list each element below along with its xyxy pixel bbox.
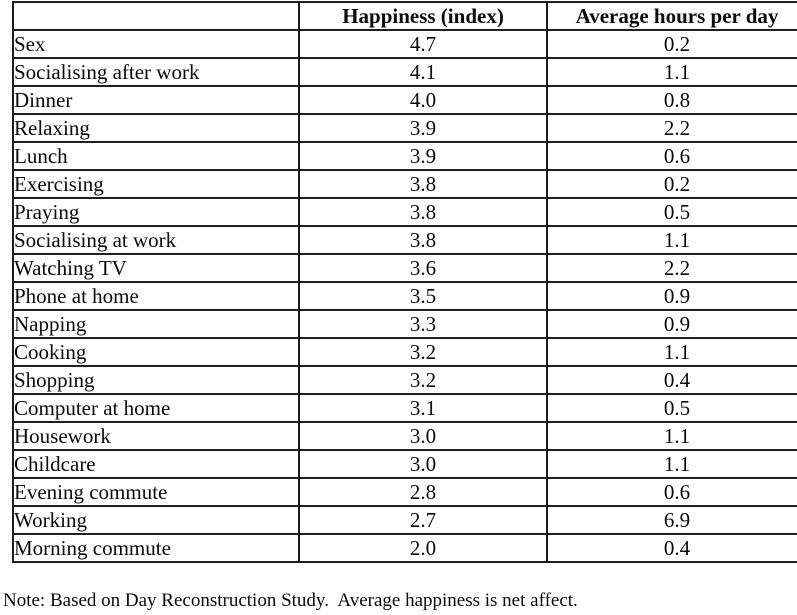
header-happiness-index: Happiness (index) (298, 1, 548, 31)
cell-hours: 6.9 (546, 505, 797, 535)
cell-activity: Relaxing (12, 113, 300, 143)
cell-activity: Exercising (12, 169, 300, 199)
table-row: Socialising at work 3.8 1.1 (12, 225, 797, 255)
cell-happiness: 3.9 (298, 141, 548, 171)
cell-hours: 0.8 (546, 85, 797, 115)
cell-hours: 0.6 (546, 141, 797, 171)
header-activity-blank (12, 1, 300, 31)
cell-activity: Dinner (12, 85, 300, 115)
cell-happiness: 3.8 (298, 197, 548, 227)
cell-happiness: 4.7 (298, 29, 548, 59)
table-row: Watching TV 3.6 2.2 (12, 253, 797, 283)
table-row: Computer at home 3.1 0.5 (12, 393, 797, 423)
cell-activity: Working (12, 505, 300, 535)
cell-happiness: 3.0 (298, 449, 548, 479)
table-row: Exercising 3.8 0.2 (12, 169, 797, 199)
cell-hours: 0.5 (546, 393, 797, 423)
cell-activity: Watching TV (12, 253, 300, 283)
header-average-hours: Average hours per day (546, 1, 797, 31)
table-row: Morning commute 2.0 0.4 (12, 533, 797, 563)
table-row: Relaxing 3.9 2.2 (12, 113, 797, 143)
cell-hours: 0.4 (546, 533, 797, 563)
cell-activity: Computer at home (12, 393, 300, 423)
cell-activity: Cooking (12, 337, 300, 367)
activities-happiness-table: Happiness (index) Average hours per day … (12, 1, 797, 563)
cell-happiness: 3.8 (298, 169, 548, 199)
cell-activity: Sex (12, 29, 300, 59)
cell-hours: 0.6 (546, 477, 797, 507)
table-row: Praying 3.8 0.5 (12, 197, 797, 227)
cell-happiness: 4.0 (298, 85, 548, 115)
cell-activity: Praying (12, 197, 300, 227)
table-row: Sex 4.7 0.2 (12, 29, 797, 59)
table-row: Phone at home 3.5 0.9 (12, 281, 797, 311)
cell-hours: 0.2 (546, 169, 797, 199)
table-note: Note: Based on Day Reconstruction Study.… (3, 590, 578, 611)
cell-happiness: 3.6 (298, 253, 548, 283)
table-row: Socialising after work 4.1 1.1 (12, 57, 797, 87)
activities-table-wrap: Happiness (index) Average hours per day … (12, 1, 797, 573)
cell-hours: 1.1 (546, 225, 797, 255)
cell-hours: 1.1 (546, 449, 797, 479)
cell-activity: Childcare (12, 449, 300, 479)
cell-happiness: 3.5 (298, 281, 548, 311)
cell-hours: 1.1 (546, 337, 797, 367)
cell-activity: Evening commute (12, 477, 300, 507)
header-row: Happiness (index) Average hours per day (12, 1, 797, 31)
cell-hours: 2.2 (546, 253, 797, 283)
table-row: Evening commute 2.8 0.6 (12, 477, 797, 507)
table-row: Lunch 3.9 0.6 (12, 141, 797, 171)
cell-happiness: 2.7 (298, 505, 548, 535)
cell-happiness: 3.2 (298, 365, 548, 395)
cell-happiness: 3.0 (298, 421, 548, 451)
cell-happiness: 2.0 (298, 533, 548, 563)
cell-hours: 1.1 (546, 421, 797, 451)
table-row: Dinner 4.0 0.8 (12, 85, 797, 115)
table-row: Napping 3.3 0.9 (12, 309, 797, 339)
cell-activity: Phone at home (12, 281, 300, 311)
table-row: Cooking 3.2 1.1 (12, 337, 797, 367)
cell-happiness: 3.1 (298, 393, 548, 423)
cell-happiness: 3.2 (298, 337, 548, 367)
cell-activity: Socialising at work (12, 225, 300, 255)
cell-happiness: 2.8 (298, 477, 548, 507)
cell-hours: 2.2 (546, 113, 797, 143)
cell-hours: 0.4 (546, 365, 797, 395)
cell-happiness: 3.3 (298, 309, 548, 339)
cell-hours: 0.9 (546, 309, 797, 339)
cell-activity: Lunch (12, 141, 300, 171)
cell-activity: Napping (12, 309, 300, 339)
cell-happiness: 3.8 (298, 225, 548, 255)
cell-happiness: 4.1 (298, 57, 548, 87)
table-row: Working 2.7 6.9 (12, 505, 797, 535)
cell-activity: Shopping (12, 365, 300, 395)
cell-happiness: 3.9 (298, 113, 548, 143)
table-row: Shopping 3.2 0.4 (12, 365, 797, 395)
cell-hours: 0.5 (546, 197, 797, 227)
cell-activity: Housework (12, 421, 300, 451)
table-row: Childcare 3.0 1.1 (12, 449, 797, 479)
cell-hours: 0.9 (546, 281, 797, 311)
cell-hours: 1.1 (546, 57, 797, 87)
cell-activity: Socialising after work (12, 57, 300, 87)
cell-activity: Morning commute (12, 533, 300, 563)
table-row: Housework 3.0 1.1 (12, 421, 797, 451)
cell-hours: 0.2 (546, 29, 797, 59)
